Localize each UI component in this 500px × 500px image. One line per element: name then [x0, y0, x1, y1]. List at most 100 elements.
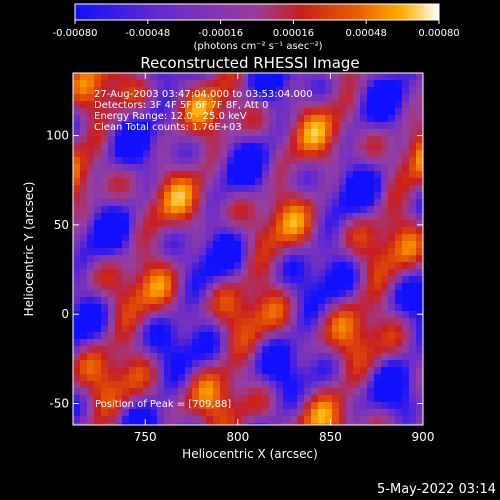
heatmap-cell [353, 269, 361, 277]
heatmap-cell [416, 87, 423, 95]
heatmap-cell [150, 192, 158, 200]
heatmap-cell [283, 297, 291, 305]
heatmap-cell [185, 367, 193, 375]
heatmap-cell [143, 234, 151, 242]
heatmap-cell [290, 178, 298, 186]
heatmap-cell [80, 73, 88, 81]
heatmap-cell [311, 171, 319, 179]
heatmap-cell [73, 381, 81, 389]
heatmap-cell [206, 297, 214, 305]
heatmap-cell [388, 164, 396, 172]
heatmap-cell [213, 150, 221, 158]
heatmap-cell [325, 206, 333, 214]
heatmap-cell [206, 87, 214, 95]
heatmap-cell [94, 241, 102, 249]
heatmap-cell [94, 143, 102, 151]
heatmap-cell [143, 220, 151, 228]
heatmap-cell [199, 423, 207, 425]
heatmap-cell [269, 304, 277, 312]
heatmap-cell [255, 325, 263, 333]
heatmap-cell [206, 283, 214, 291]
heatmap-cell [87, 87, 95, 95]
heatmap-cell [332, 192, 340, 200]
heatmap-cell [122, 136, 130, 144]
heatmap-cell [213, 255, 221, 263]
heatmap-cell [164, 353, 172, 361]
heatmap-cell [178, 178, 186, 186]
heatmap-cell [395, 304, 403, 312]
heatmap-cell [115, 178, 123, 186]
heatmap-cell [234, 290, 242, 298]
heatmap-cell [318, 234, 326, 242]
heatmap-cell [374, 409, 382, 417]
heatmap-cell [360, 213, 368, 221]
heatmap-cell [318, 129, 326, 137]
heatmap-cell [73, 276, 81, 284]
heatmap-cell [339, 374, 347, 382]
heatmap-cell [115, 220, 123, 228]
heatmap-cell [213, 115, 221, 123]
heatmap-cell [255, 178, 263, 186]
heatmap-cell [220, 248, 228, 256]
heatmap-cell [171, 325, 179, 333]
heatmap-cell [283, 388, 291, 396]
heatmap-cell [241, 136, 249, 144]
heatmap-cell [346, 311, 354, 319]
heatmap-cell [332, 171, 340, 179]
heatmap-cell [234, 374, 242, 382]
heatmap-cell [213, 108, 221, 116]
heatmap-cell [220, 185, 228, 193]
heatmap-cell [192, 192, 200, 200]
heatmap-cell [374, 213, 382, 221]
heatmap-cell [297, 367, 305, 375]
heatmap-cell [108, 157, 116, 165]
heatmap-cell [367, 234, 375, 242]
heatmap-cell [360, 206, 368, 214]
heatmap-cell [80, 199, 88, 207]
heatmap-cell [255, 283, 263, 291]
heatmap-cell [381, 290, 389, 298]
heatmap-cell [87, 136, 95, 144]
heatmap-cell [248, 101, 256, 109]
heatmap-cell [416, 136, 423, 144]
heatmap-cell [185, 185, 193, 193]
heatmap-cell [325, 360, 333, 368]
heatmap-cell [87, 171, 95, 179]
heatmap-cell [409, 332, 417, 340]
heatmap-cell [262, 150, 270, 158]
heatmap-cell [297, 199, 305, 207]
heatmap-cell [402, 262, 410, 270]
heatmap-cell [339, 73, 347, 81]
heatmap-cell [122, 213, 130, 221]
heatmap-cell [164, 402, 172, 410]
heatmap-cell [171, 395, 179, 403]
heatmap-cell [241, 199, 249, 207]
heatmap-cell [395, 311, 403, 319]
heatmap-cell [150, 248, 158, 256]
heatmap-cell [206, 94, 214, 102]
heatmap-cell [185, 332, 193, 340]
heatmap-cell [87, 360, 95, 368]
heatmap-cell [255, 129, 263, 137]
heatmap-cell [353, 395, 361, 403]
heatmap-cell [388, 206, 396, 214]
heatmap-cell [346, 423, 354, 425]
heatmap-cell [255, 206, 263, 214]
heatmap-cell [220, 87, 228, 95]
heatmap-cell [164, 157, 172, 165]
heatmap-cell [115, 164, 123, 172]
heatmap-cell [374, 178, 382, 186]
heatmap-cell [164, 409, 172, 417]
heatmap-cell [388, 423, 396, 425]
heatmap-cell [157, 269, 165, 277]
heatmap-cell [192, 395, 200, 403]
heatmap-cell [339, 269, 347, 277]
heatmap-cell [157, 87, 165, 95]
heatmap-cell [283, 171, 291, 179]
heatmap-cell [206, 178, 214, 186]
heatmap-cell [73, 409, 81, 417]
heatmap-cell [108, 395, 116, 403]
heatmap-cell [220, 388, 228, 396]
heatmap-cell [339, 381, 347, 389]
heatmap-cell [318, 318, 326, 326]
